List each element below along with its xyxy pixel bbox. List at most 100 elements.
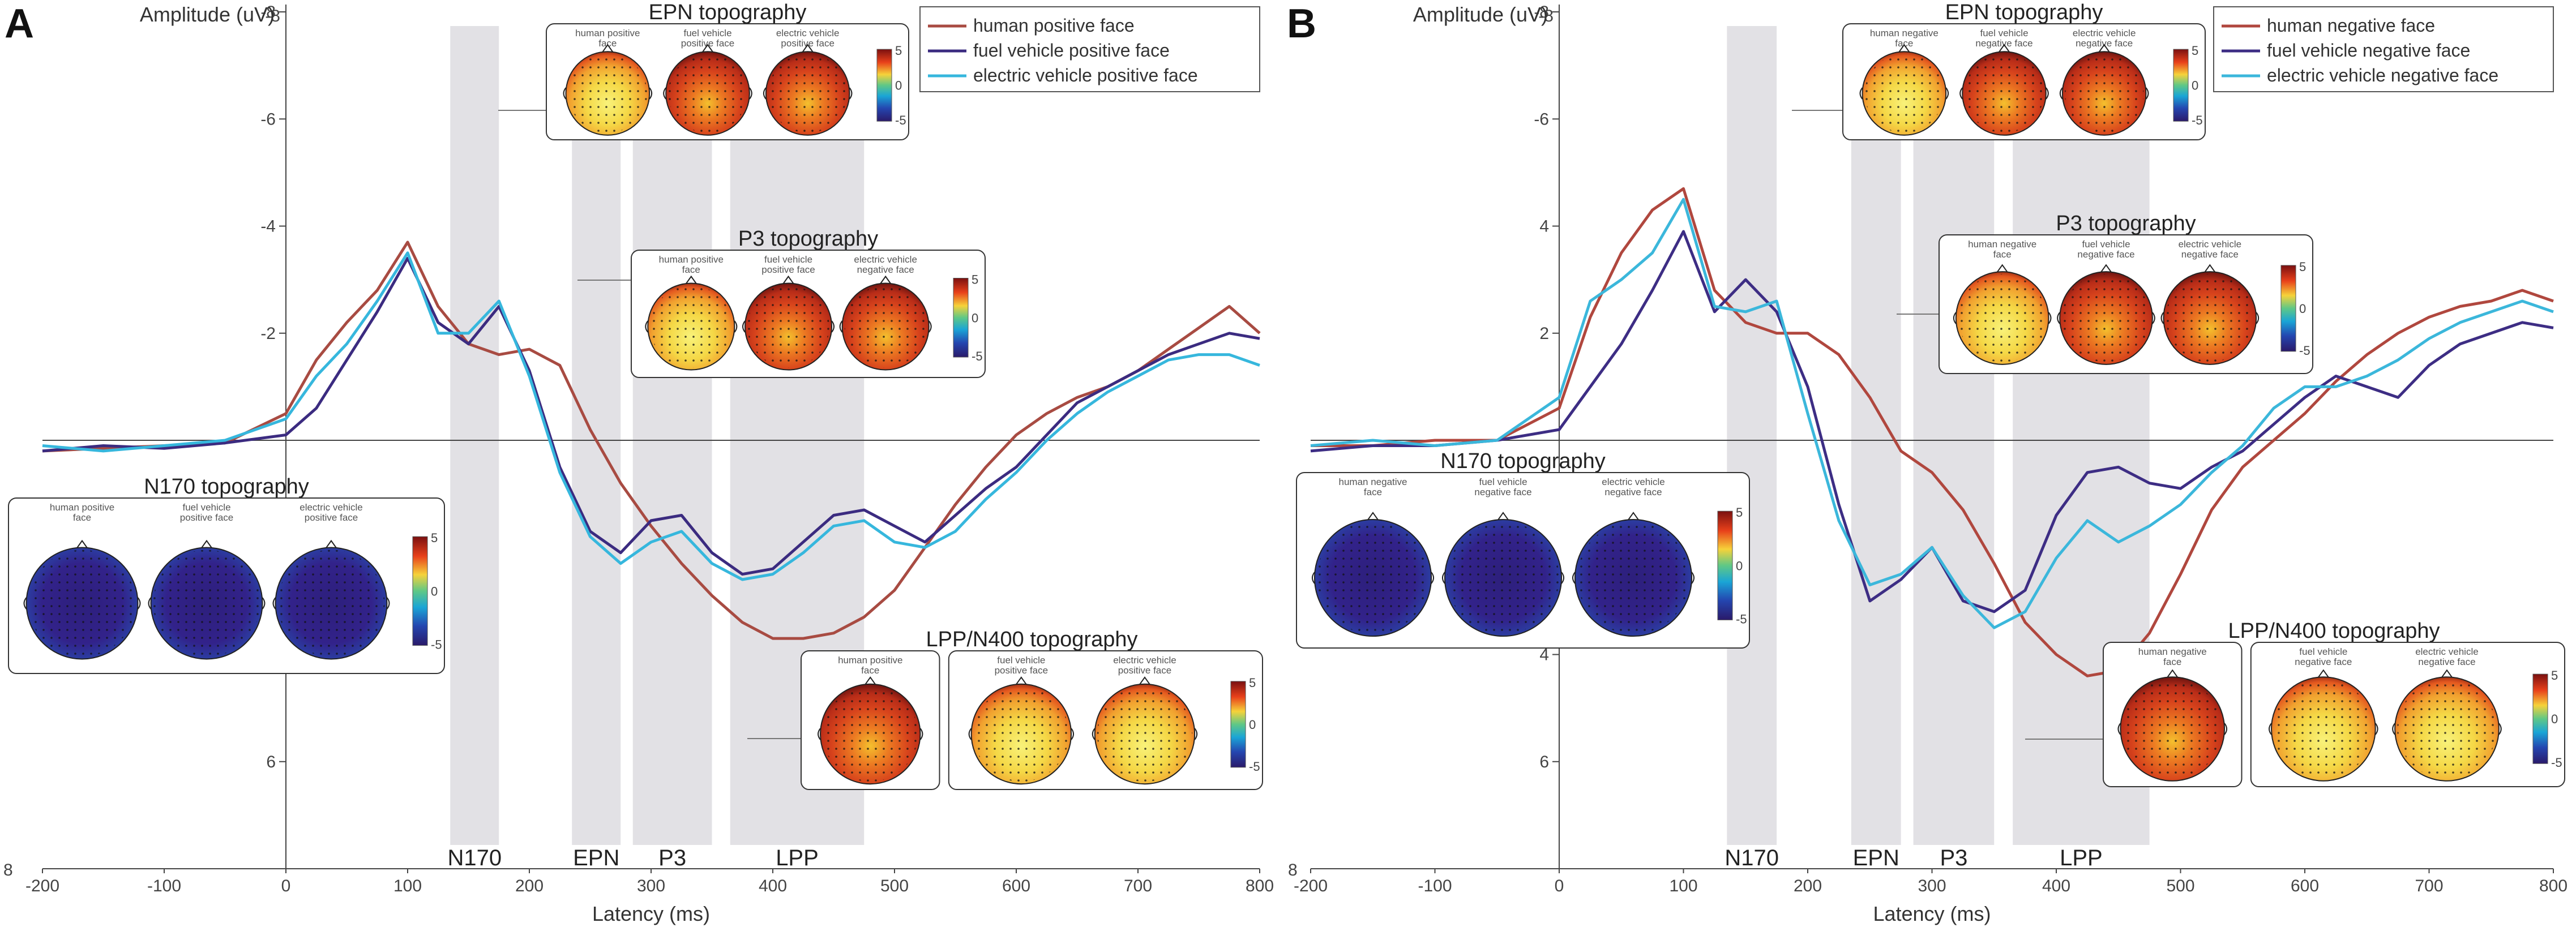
electrode-grid — [2166, 274, 2254, 362]
y-tick-label: 4 — [1539, 646, 1549, 664]
y-tick-label: -6 — [260, 110, 276, 128]
head-nose — [701, 44, 714, 53]
inset-title: N170 topography — [1440, 449, 1606, 473]
colorbar-max: 5 — [2299, 260, 2306, 274]
head-nose — [1996, 264, 2009, 273]
x-tick-label: 400 — [759, 877, 787, 895]
colorbar-min: -5 — [431, 637, 442, 651]
head-label-line1: human positive — [838, 655, 902, 666]
x-tick-label: 800 — [1246, 877, 1274, 895]
window-band-epn — [572, 26, 621, 845]
head-label-line1: human negative — [1968, 239, 2036, 250]
x-tick-label: 300 — [637, 877, 665, 895]
electrode-grid — [747, 285, 830, 368]
head-label-line2: positive face — [180, 512, 234, 523]
head-label-line2: positive face — [305, 512, 358, 523]
head-ear-right — [262, 597, 266, 610]
head-ear-right — [386, 597, 390, 610]
head-ear-left — [1959, 87, 1963, 100]
head-label-line2: negative face — [1474, 487, 1531, 497]
window-label-epn: EPN — [1853, 846, 1899, 870]
head-nose — [1139, 676, 1151, 686]
head-label-line1: electric vehicle — [1113, 655, 1176, 666]
head-nose — [1627, 512, 1640, 521]
head-ear-left — [563, 87, 567, 100]
head-nose — [782, 275, 795, 285]
electrode-grid — [277, 550, 385, 657]
head-label-line2: negative face — [1975, 38, 2032, 49]
x-tick-label: 700 — [1124, 877, 1152, 895]
electrode-grid — [1447, 521, 1560, 634]
electrode-grid — [668, 54, 747, 133]
head-nose — [2317, 669, 2330, 679]
colorbar-mid: 0 — [2551, 712, 2558, 726]
head-label-line2: face — [1993, 249, 2012, 260]
head-ear-left — [1311, 572, 1315, 584]
head-label-line1: fuel vehicle — [997, 655, 1045, 666]
colorbar — [2173, 49, 2189, 122]
legend-label-0: human positive face — [973, 15, 1135, 36]
head-label-line2: negative face — [1604, 487, 1662, 497]
head-ear-left — [2269, 723, 2272, 735]
head-ear-left — [763, 87, 767, 100]
inset-title: LPP/N400 topography — [2228, 619, 2440, 643]
head-nose — [685, 275, 698, 285]
colorbar — [953, 278, 969, 358]
head-ear-right — [1431, 572, 1435, 584]
legend-label-1: fuel vehicle negative face — [2267, 40, 2470, 61]
legend-label-2: electric vehicle positive face — [973, 65, 1198, 85]
head-ear-left — [1953, 312, 1957, 324]
head-ear-right — [831, 320, 835, 333]
head-ear-left — [645, 320, 649, 333]
head-label-line2: face — [682, 264, 700, 275]
head-ear-left — [839, 320, 843, 333]
colorbar-mid: 0 — [2192, 79, 2198, 93]
head-ear-left — [2057, 312, 2060, 324]
electrode-grid — [2123, 679, 2223, 779]
head-ear-right — [928, 320, 932, 333]
window-label-epn: EPN — [573, 846, 619, 870]
x-tick-label: 700 — [2415, 877, 2443, 895]
head-ear-right — [919, 728, 923, 740]
legend-label-1: fuel vehicle positive face — [973, 40, 1170, 61]
head-label-line2: positive face — [681, 38, 735, 49]
electrode-grid — [28, 550, 136, 657]
colorbar-min: -5 — [2192, 113, 2203, 127]
head-ear-right — [1691, 572, 1695, 584]
colorbar-min: -5 — [972, 349, 983, 363]
head-label-line1: electric vehicle — [2073, 28, 2136, 38]
head-label-line1: fuel vehicle — [683, 28, 731, 38]
head-label-line2: face — [598, 38, 617, 49]
head-nose — [864, 676, 877, 686]
series-line-2 — [1310, 198, 2554, 629]
colorbar — [2532, 673, 2548, 764]
head-label-line1: electric vehicle — [1602, 477, 1665, 487]
legend: human positive face fuel vehicle positive… — [919, 6, 1260, 92]
head-nose — [200, 539, 213, 550]
x-tick-label: 800 — [2539, 877, 2568, 895]
window-band-p3 — [1913, 26, 1995, 845]
colorbar-max: 5 — [2551, 668, 2558, 683]
x-tick-label: 500 — [880, 877, 909, 895]
head-ear-left — [2392, 723, 2395, 735]
window-label-p3: P3 — [658, 846, 686, 870]
head-label-line1: electric vehicle — [776, 28, 840, 38]
electrode-grid — [568, 54, 648, 133]
head-ear-right — [2224, 723, 2228, 735]
head-label-line1: electric vehicle — [854, 254, 917, 265]
head-nose — [1898, 44, 1911, 53]
window-band-p3 — [632, 26, 712, 845]
head-label-line2: positive face — [1118, 665, 1172, 676]
x-tick-label: 300 — [1918, 877, 1946, 895]
series-line-2 — [42, 251, 1260, 581]
inset-title: N170 topography — [144, 475, 309, 499]
window-band-n170 — [1727, 26, 1777, 845]
electrode-grid — [153, 550, 260, 657]
